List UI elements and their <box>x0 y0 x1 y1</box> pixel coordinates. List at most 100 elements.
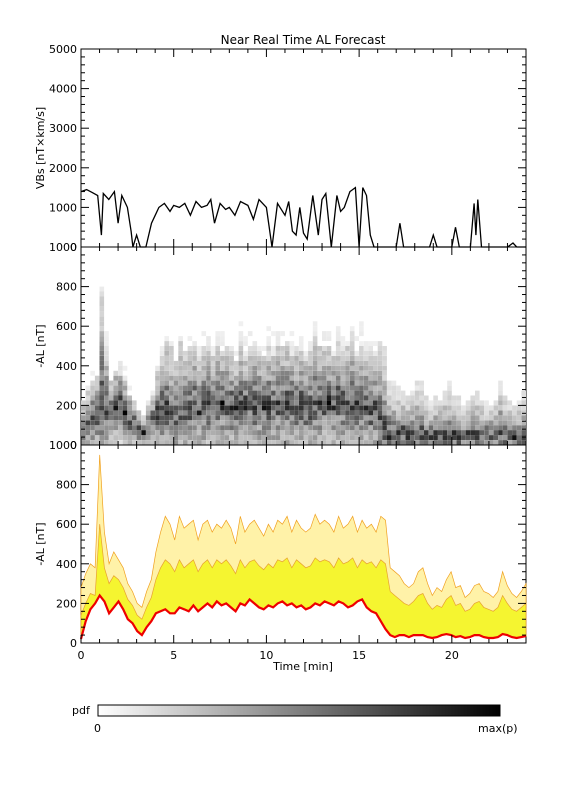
heatmap-cell <box>349 360 355 366</box>
heatmap-cell <box>507 440 513 445</box>
heatmap-cell <box>173 415 179 421</box>
heatmap-cell <box>303 430 309 436</box>
y-tick-label: 0 <box>70 637 77 650</box>
heatmap-cell <box>294 370 299 376</box>
heatmap-cell <box>303 355 309 361</box>
heatmap-cell <box>173 435 179 440</box>
heatmap-cell <box>484 410 489 416</box>
heatmap-cell <box>322 370 327 376</box>
heatmap-cell <box>257 420 262 426</box>
heatmap-cell <box>331 440 336 445</box>
heatmap-cell <box>192 385 197 391</box>
heatmap-cell <box>155 400 160 406</box>
heatmap-cell <box>183 405 188 411</box>
heatmap-cell <box>373 405 378 411</box>
heatmap-cell <box>210 346 216 351</box>
heatmap-cell <box>512 420 517 426</box>
heatmap-cell <box>215 405 220 411</box>
heatmap-cell <box>127 425 132 431</box>
heatmap-cell <box>317 430 322 436</box>
heatmap-cell <box>104 365 109 371</box>
heatmap-cell <box>516 410 522 416</box>
heatmap-cell <box>196 440 202 445</box>
heatmap-cell <box>261 405 267 411</box>
heatmap-cell <box>470 435 475 440</box>
heatmap-cell <box>312 440 318 445</box>
heatmap-cell <box>99 316 105 322</box>
heatmap-cell <box>257 405 262 411</box>
heatmap-cell <box>99 296 105 302</box>
heatmap-cell <box>266 415 271 421</box>
heatmap-cell <box>331 380 336 386</box>
heatmap-cell <box>164 410 169 416</box>
heatmap-cell <box>322 346 327 351</box>
heatmap-cell <box>354 375 360 381</box>
heatmap-cell <box>122 375 128 381</box>
x-tick-label: 0 <box>78 649 85 662</box>
heatmap-cell <box>155 375 160 381</box>
heatmap-cell <box>122 365 128 371</box>
heatmap-cell <box>145 420 151 426</box>
heatmap-cell <box>359 341 364 346</box>
heatmap-cell <box>294 395 299 401</box>
heatmap-cell <box>322 400 327 406</box>
heatmap-cell <box>368 395 373 401</box>
heatmap-cell <box>442 425 448 431</box>
heatmap-cell <box>178 350 183 356</box>
heatmap-cell <box>229 375 234 381</box>
heatmap-cell <box>280 395 285 401</box>
heatmap-cell <box>312 430 318 436</box>
heatmap-cell <box>414 390 420 396</box>
heatmap-cell <box>303 410 309 416</box>
heatmap-cell <box>215 400 220 406</box>
heatmap-cell <box>104 360 109 366</box>
heatmap-cell <box>475 410 480 416</box>
heatmap-cell <box>354 410 360 416</box>
heatmap-cell <box>201 390 207 396</box>
heatmap-cell <box>108 410 114 416</box>
heatmap-cell <box>275 355 281 361</box>
heatmap-cell <box>104 400 109 406</box>
heatmap-cell <box>210 365 216 371</box>
heatmap-cell <box>424 395 429 401</box>
heatmap-cell <box>386 385 392 391</box>
heatmap-cell <box>493 420 499 426</box>
heatmap-cell <box>90 380 95 386</box>
heatmap-cell <box>229 400 234 406</box>
heatmap-cell <box>340 355 346 361</box>
heatmap-cell <box>345 341 350 346</box>
heatmap-cell <box>285 375 290 381</box>
heatmap-cell <box>354 390 360 396</box>
heatmap-cell <box>178 410 183 416</box>
heatmap-cell <box>512 440 517 445</box>
heatmap-cell <box>229 385 234 391</box>
heatmap-cell <box>243 435 248 440</box>
heatmap-cell <box>521 405 526 411</box>
heatmap-cell <box>405 435 411 440</box>
heatmap-cell <box>428 400 434 406</box>
heatmap-cell <box>396 420 401 426</box>
heatmap-cell <box>220 370 225 376</box>
heatmap-cell <box>206 380 211 386</box>
heatmap-cell <box>410 425 415 431</box>
heatmap-cell <box>377 395 383 401</box>
heatmap-cell <box>196 346 202 351</box>
heatmap-cell <box>196 390 202 396</box>
heatmap-cell <box>99 405 105 411</box>
heatmap-cell <box>345 360 350 366</box>
heatmap-cell <box>363 380 369 386</box>
heatmap-cell <box>289 331 295 337</box>
heatmap-cell <box>169 400 174 406</box>
heatmap-cell <box>512 410 517 416</box>
heatmap-cell <box>155 395 160 401</box>
heatmap-cell <box>104 415 109 421</box>
heatmap-cell <box>289 425 295 431</box>
heatmap-cell <box>322 410 327 416</box>
heatmap-cell <box>164 425 169 431</box>
heatmap-cell <box>424 420 429 426</box>
heatmap-cell <box>419 405 424 411</box>
heatmap-cell <box>229 425 234 431</box>
heatmap-cell <box>437 435 443 440</box>
heatmap-cell <box>303 395 309 401</box>
